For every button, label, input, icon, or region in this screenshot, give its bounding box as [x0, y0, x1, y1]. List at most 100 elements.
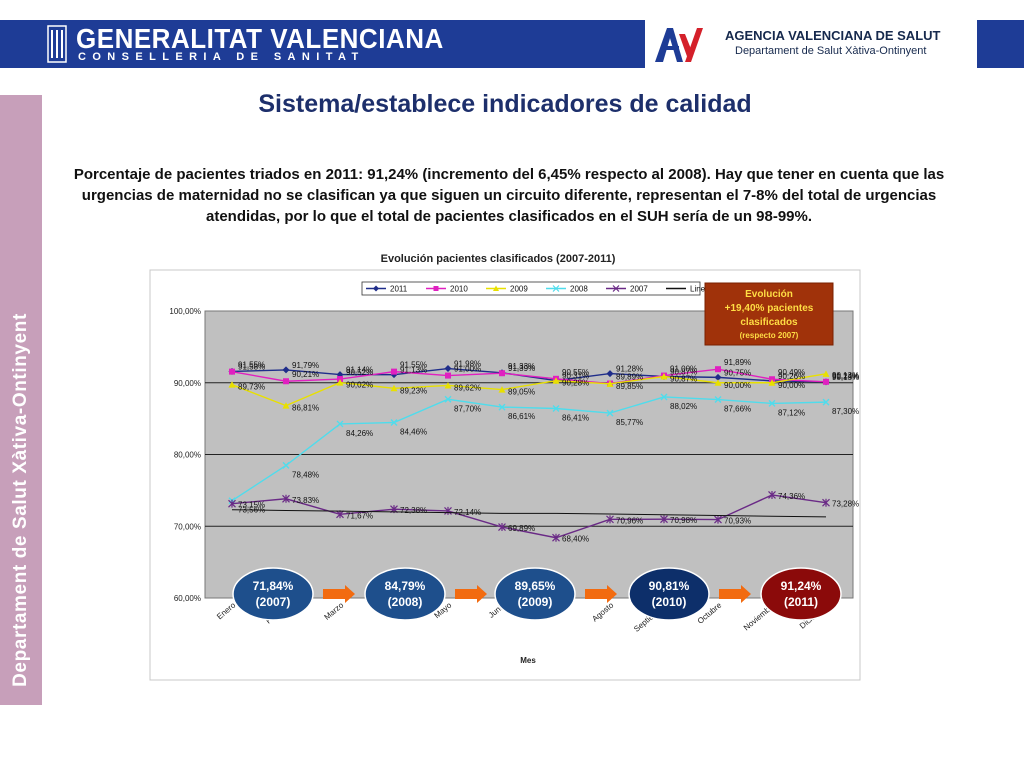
chart-title: Evolución pacientes clasificados (2007-2…: [381, 253, 616, 265]
point-2008: [444, 395, 452, 403]
callout-line: +19,40% pacientes: [725, 303, 814, 314]
data-label: 91,58%: [238, 362, 265, 371]
callout-line: clasificados: [740, 317, 798, 328]
data-label: 91,79%: [292, 361, 319, 370]
series-line-2008: [231, 396, 827, 502]
point-2009: [606, 380, 614, 387]
point-2009: [822, 370, 830, 377]
arrow-icon: [585, 585, 617, 603]
point-2007: [714, 515, 722, 524]
summary-bubble: [494, 567, 576, 621]
header-bar: GENERALITAT VALENCIANA CONSELLERIA DE SA…: [0, 20, 1024, 68]
legend-entry: 2011: [390, 285, 408, 294]
data-label: 91,98%: [454, 360, 481, 369]
point-2010: [715, 366, 721, 373]
point-2011: [444, 365, 452, 373]
summary-bubble: [364, 567, 446, 621]
data-label: 91,55%: [400, 361, 427, 370]
data-label: 85,77%: [616, 418, 643, 427]
point-2010: [337, 376, 343, 383]
data-label: 91,00%: [454, 365, 481, 374]
data-label: 90,31%: [562, 372, 589, 381]
data-label: 70,93%: [724, 517, 751, 526]
point-2009: [282, 402, 290, 409]
data-label: 78,48%: [292, 470, 319, 479]
point-2008: [822, 398, 830, 406]
data-label: 71,67%: [346, 511, 373, 520]
y-tick-label: 60,00%: [174, 594, 201, 603]
data-label: 90,49%: [778, 368, 805, 377]
summary-value: 89,65%: [515, 579, 556, 593]
data-label: 91,55%: [238, 361, 265, 370]
point-2009: [390, 384, 398, 392]
data-label: 70,98%: [670, 516, 697, 525]
data-label: 89,23%: [400, 386, 427, 395]
legend-entry: 2009: [510, 285, 528, 294]
point-2007: [552, 533, 560, 542]
data-label: 86,41%: [562, 414, 589, 423]
sidebar: Departament de Salut Xàtiva-Ontinyent: [0, 95, 42, 705]
arrow-icon: [719, 585, 751, 603]
data-label: 91,14%: [346, 366, 373, 375]
data-label: 91,13%: [400, 366, 427, 375]
point-2011: [714, 373, 722, 381]
slide-title: Sistema/establece indicadores de calidad: [258, 90, 752, 118]
point-2008: [552, 405, 560, 413]
summary-bubble: [628, 567, 710, 621]
point-2011: [282, 366, 290, 374]
data-label: 91,28%: [616, 365, 643, 374]
summary-year: (2008): [388, 595, 423, 609]
data-label: 90,55%: [562, 368, 589, 377]
point-2007: [444, 506, 452, 515]
point-2010: [823, 378, 829, 385]
point-2009: [498, 386, 506, 393]
summary-bubble: [760, 567, 842, 621]
generalitat-logo: GENERALITAT VALENCIANA CONSELLERIA DE SA…: [40, 20, 640, 68]
point-2007: [498, 523, 506, 532]
data-label: 87,70%: [454, 404, 481, 413]
conselleria-subtitle: CONSELLERIA DE SANITAT: [78, 51, 365, 63]
summary-year: (2011): [784, 595, 818, 609]
point-2009: [714, 379, 722, 386]
point-2008: [390, 419, 398, 426]
point-2008: [498, 403, 506, 411]
point-2007: [660, 515, 668, 524]
summary-value: 90,81%: [649, 579, 690, 593]
data-label: 73,56%: [238, 506, 265, 515]
point-2010: [391, 368, 397, 375]
legend-marker: [433, 286, 439, 291]
summary-year: (2007): [256, 595, 291, 609]
agency-title: AGENCIA VALENCIANA DE SALUT: [725, 28, 941, 43]
summary-year: (2010): [652, 595, 687, 609]
point-2008: [606, 409, 614, 417]
legend-marker: [493, 285, 499, 291]
data-label: 91,33%: [508, 362, 535, 371]
point-2008: [768, 399, 776, 407]
data-label: 90,28%: [562, 379, 589, 388]
point-2007: [282, 494, 290, 503]
data-label: 88,02%: [670, 402, 697, 411]
data-label: 90,87%: [670, 375, 697, 384]
data-label: 87,30%: [832, 407, 859, 416]
data-label: 89,85%: [616, 382, 643, 391]
arrow-icon: [455, 585, 487, 603]
data-label: 84,46%: [400, 427, 427, 436]
legend: [361, 281, 701, 296]
data-label: 91,24%: [832, 372, 859, 381]
arrow-icon: [323, 585, 355, 603]
summary-value: 91,24%: [781, 579, 822, 593]
generalitat-title: GENERALITAT VALENCIANA: [76, 23, 444, 55]
point-2008: [660, 393, 668, 401]
data-label: 89,05%: [508, 388, 535, 397]
crest-icon: [47, 25, 67, 63]
data-label: 89,73%: [238, 383, 265, 392]
y-tick-label: 70,00%: [174, 522, 201, 531]
data-label: 72,38%: [400, 506, 427, 515]
point-2007: [768, 490, 776, 499]
point-2010: [499, 370, 505, 377]
data-label: 91,89%: [724, 358, 751, 367]
data-label: 90,52%: [346, 368, 373, 377]
data-label: 73,15%: [238, 501, 265, 510]
point-2007: [228, 499, 236, 508]
